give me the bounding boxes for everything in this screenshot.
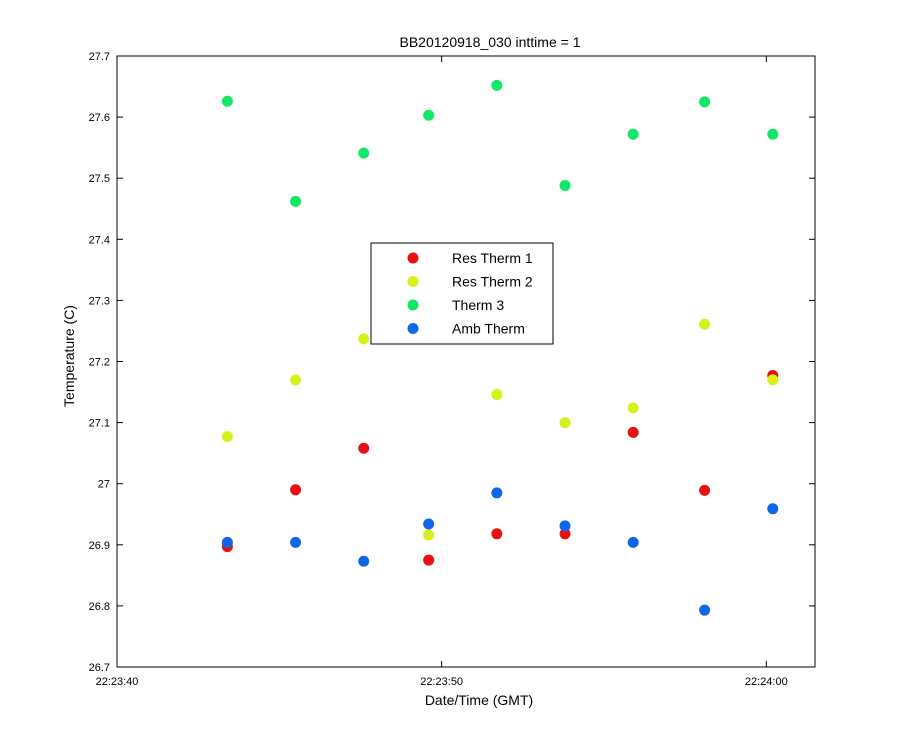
point-res-therm-1 [423,554,435,566]
point-res-therm-2 [491,388,503,400]
y-tick-label: 27.5 [89,173,110,185]
y-tick-label: 27.2 [89,357,110,369]
point-res-therm-2 [559,417,571,429]
point-amb-therm [423,518,435,530]
point-therm-3 [290,195,302,207]
y-axis-ticks: 26.7 26.8 26.9 27 27.1 27.2 27.3 27.4 27.5 27.6 27… [89,51,815,674]
y-tick-label: 27.1 [89,418,110,430]
y-tick-label: 26.9 [89,540,110,552]
point-res-therm-1 [559,528,571,540]
point-therm-3 [491,79,503,91]
y-tick-label: 26.7 [89,662,110,674]
legend-marker-res-therm-2 [407,276,419,287]
legend: Res Therm 1 Res Therm 2 Therm 3 Amb Therm [370,242,554,345]
point-therm-3 [221,95,233,107]
legend-marker-amb-therm [407,323,419,334]
x-tick-label: 22:23:40 [96,676,139,688]
plot-area [116,55,816,668]
y-tick-label: 27.3 [89,295,110,307]
point-amb-therm [221,536,233,548]
point-therm-3 [559,180,571,192]
y-tick-label: 27.6 [89,112,110,124]
point-res-therm-1 [491,528,503,540]
legend-marker-res-therm-1 [407,252,419,264]
point-therm-3 [627,128,639,140]
legend-label-therm-3: Therm 3 [452,297,504,313]
point-res-therm-2 [627,402,639,414]
point-therm-3 [699,96,711,108]
legend-label-amb-therm: Amb Therm [452,321,525,337]
point-res-therm-2 [767,374,779,386]
point-res-therm-2 [290,374,302,386]
point-amb-therm [627,536,639,548]
point-res-therm-2 [358,333,370,345]
data-points [221,79,779,616]
point-therm-3 [358,147,370,159]
y-tick-label: 27 [98,479,110,491]
point-res-therm-2 [423,529,435,541]
x-axis-ticks: 22:23:40 22:23:50 22:24:00 [96,56,788,688]
point-res-therm-1 [627,426,639,438]
point-amb-therm [358,555,370,567]
x-tick-label: 22:23:50 [420,676,463,688]
y-tick-label: 27.4 [89,234,110,246]
legend-label-res-therm-1: Res Therm 1 [452,250,533,266]
y-tick-label: 26.8 [89,601,110,613]
y-axis-label: Temperature (C) [61,305,77,407]
legend-box [370,242,554,345]
point-therm-3 [423,109,435,121]
legend-marker-therm-3 [407,299,419,311]
point-res-therm-2 [221,431,233,443]
x-tick-label: 22:24:00 [745,676,788,688]
x-axis-label: Date/Time (GMT) [425,692,533,708]
point-amb-therm [290,536,302,548]
point-res-therm-1 [290,484,302,496]
point-res-therm-1 [358,442,370,454]
point-amb-therm [559,520,571,532]
point-amb-therm [767,503,779,515]
point-therm-3 [767,128,779,140]
legend-label-res-therm-2: Res Therm 2 [452,274,533,290]
point-amb-therm [491,487,503,499]
point-amb-therm [699,604,711,616]
point-res-therm-2 [699,318,711,330]
chart-title: BB20120918_030 inttime = 1 [400,34,581,50]
y-tick-label: 27.7 [89,51,110,63]
point-res-therm-1 [699,484,711,496]
